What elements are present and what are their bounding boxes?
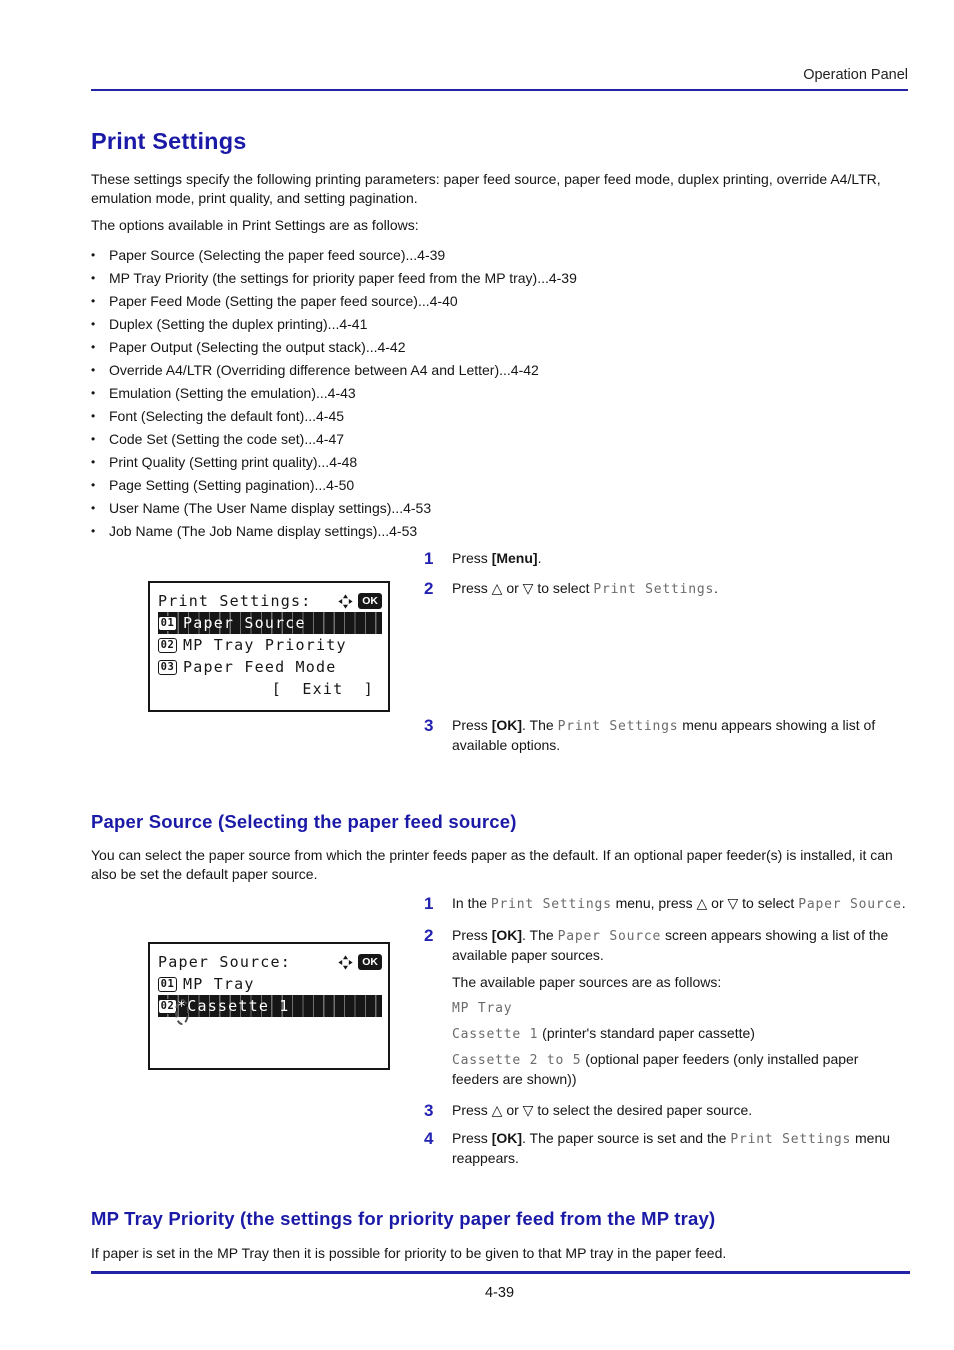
navigation-keys-icon bbox=[338, 954, 353, 970]
bullet-icon: • bbox=[91, 294, 96, 308]
list-item: • Paper Feed Mode (Setting the paper feed… bbox=[91, 290, 908, 313]
step-text: Press [OK]. The Paper Source screen appe… bbox=[452, 926, 908, 1089]
navigation-keys-icon bbox=[338, 593, 353, 609]
step-number: 3 bbox=[424, 716, 434, 735]
bullet-icon: • bbox=[91, 524, 96, 538]
list-item: • Override A4/LTR (Overriding difference … bbox=[91, 359, 908, 382]
list-item: • Print Quality (Setting print quality)..… bbox=[91, 451, 908, 474]
lcd-title-row: Print Settings: OK bbox=[158, 590, 382, 612]
list-item: • Page Setting (Setting pagination)...4-5… bbox=[91, 474, 908, 497]
default-asterisk-marker: * bbox=[175, 997, 189, 1025]
procedure-step: 1 In the Print Settings menu, press △ or… bbox=[424, 894, 908, 914]
bullet-icon: • bbox=[91, 386, 96, 400]
step-number: 2 bbox=[424, 926, 434, 945]
list-item: • MP Tray Priority (the settings for prio… bbox=[91, 267, 908, 290]
lcd-menu-item-selected: 01 Paper Source bbox=[158, 612, 382, 634]
menu-number-badge: 03 bbox=[158, 659, 177, 675]
bullet-icon: • bbox=[91, 409, 96, 423]
step-number: 4 bbox=[424, 1129, 434, 1148]
bullet-icon: • bbox=[91, 248, 96, 262]
lcd-menu-item-label: Paper Source bbox=[183, 614, 306, 632]
lcd-title: Print Settings: bbox=[158, 592, 312, 610]
paper-source-option: Cassette 2 to 5 (optional paper feeders … bbox=[452, 1051, 859, 1087]
step-text: Press [Menu]. bbox=[452, 550, 542, 566]
bullet-icon: • bbox=[91, 455, 96, 469]
lcd-menu-item: 03 Paper Feed Mode bbox=[158, 656, 382, 678]
list-item: • Job Name (The Job Name display settings… bbox=[91, 520, 908, 543]
lcd-title: Paper Source: bbox=[158, 953, 291, 971]
bullet-icon: • bbox=[91, 340, 96, 354]
intro-paragraph: These settings specify the following pri… bbox=[91, 171, 881, 206]
section-intro: If paper is set in the MP Tray then it i… bbox=[91, 1245, 727, 1261]
menu-number-badge: 01 bbox=[158, 615, 177, 631]
list-item: • Duplex (Setting the duplex printing)...… bbox=[91, 313, 908, 336]
procedure-step: 2 Press [OK]. The Paper Source screen ap… bbox=[424, 926, 908, 1089]
step-note: The available paper sources are as follo… bbox=[452, 974, 722, 990]
ok-key-badge: OK bbox=[358, 954, 382, 970]
procedure-print-settings: Print Settings: OK 01 Paper Source 02 bbox=[91, 549, 908, 781]
procedure-step: 3 Press △ or ▽ to select the desired pap… bbox=[424, 1101, 908, 1120]
lcd-title-row: Paper Source: OK bbox=[158, 951, 382, 973]
header-rule bbox=[91, 89, 908, 91]
lcd-menu-item-label: MP Tray Priority bbox=[183, 636, 347, 654]
lcd-menu-item-label: Cassette 1 bbox=[187, 997, 290, 1015]
step-number: 2 bbox=[424, 579, 434, 598]
procedure-step: 2 Press △ or ▽ to select Print Settings. bbox=[424, 579, 908, 599]
step-number: 1 bbox=[424, 894, 434, 913]
options-lead: The options available in Print Settings … bbox=[91, 217, 419, 233]
running-header: Operation Panel bbox=[803, 67, 908, 83]
footer-rule bbox=[91, 1271, 910, 1274]
step-text: Press △ or ▽ to select Print Settings. bbox=[452, 580, 719, 597]
annotation-dashed-circle bbox=[175, 999, 189, 1025]
list-item: • Font (Selecting the default font)...4-4… bbox=[91, 405, 908, 428]
step-number: 1 bbox=[424, 549, 434, 568]
menu-number-badge: 02 bbox=[158, 637, 177, 653]
bullet-icon: • bbox=[91, 432, 96, 446]
lcd-screen-paper-source: Paper Source: OK 01 MP Tray 02 * bbox=[148, 942, 390, 1070]
lcd-menu-item-selected: 02 * Cassette 1 bbox=[158, 995, 382, 1025]
lcd-menu-item-label: Paper Feed Mode bbox=[183, 658, 337, 676]
ok-key-badge: OK bbox=[358, 593, 382, 609]
bullet-icon: • bbox=[91, 363, 96, 377]
step-text: Press [OK]. The paper source is set and … bbox=[452, 1130, 891, 1166]
lcd-menu-item: 02 MP Tray Priority bbox=[158, 634, 382, 656]
step-text: Press [OK]. The Print Settings menu appe… bbox=[452, 717, 876, 753]
bullet-icon: • bbox=[91, 271, 96, 285]
menu-number-badge: 01 bbox=[158, 976, 177, 992]
options-list: • Paper Source (Selecting the paper feed … bbox=[91, 244, 908, 543]
list-item: • Paper Output (Selecting the output stac… bbox=[91, 336, 908, 359]
procedure-step: 1 Press [Menu]. bbox=[424, 549, 908, 568]
procedure-paper-source: Paper Source: OK 01 MP Tray 02 * bbox=[91, 894, 908, 1182]
lcd-exit-softkey: [ Exit ] bbox=[271, 680, 374, 698]
bullet-icon: • bbox=[91, 501, 96, 515]
lcd-menu-item: 01 MP Tray bbox=[158, 973, 382, 995]
list-item: • Code Set (Setting the code set)...4-47 bbox=[91, 428, 908, 451]
section-title-paper-source: Paper Source (Selecting the paper feed s… bbox=[91, 811, 517, 832]
step-number: 3 bbox=[424, 1101, 434, 1120]
step-text: Press △ or ▽ to select the desired paper… bbox=[452, 1102, 753, 1118]
lcd-menu-item-label: MP Tray bbox=[183, 975, 255, 993]
procedure-step: 4 Press [OK]. The paper source is set an… bbox=[424, 1129, 908, 1168]
list-item: • Emulation (Setting the emulation)...4-4… bbox=[91, 382, 908, 405]
step-text: In the Print Settings menu, press △ or ▽… bbox=[452, 895, 906, 912]
lcd-screen-print-settings: Print Settings: OK 01 Paper Source 02 bbox=[148, 581, 390, 712]
page-number: 4-39 bbox=[484, 1285, 515, 1301]
procedure-step: 3 Press [OK]. The Print Settings menu ap… bbox=[424, 716, 908, 755]
section-intro: You can select the paper source from whi… bbox=[91, 847, 893, 882]
list-item: • Paper Source (Selecting the paper feed … bbox=[91, 244, 908, 267]
paper-source-option: MP Tray bbox=[452, 1001, 513, 1016]
bullet-icon: • bbox=[91, 317, 96, 331]
bullet-icon: • bbox=[91, 478, 96, 492]
list-item: • User Name (The User Name display settin… bbox=[91, 497, 908, 520]
page-title: Print Settings bbox=[91, 128, 247, 154]
section-title-mp-tray-priority: MP Tray Priority (the settings for prior… bbox=[91, 1208, 716, 1229]
paper-source-option: Cassette 1 (printer's standard paper cas… bbox=[452, 1025, 755, 1042]
